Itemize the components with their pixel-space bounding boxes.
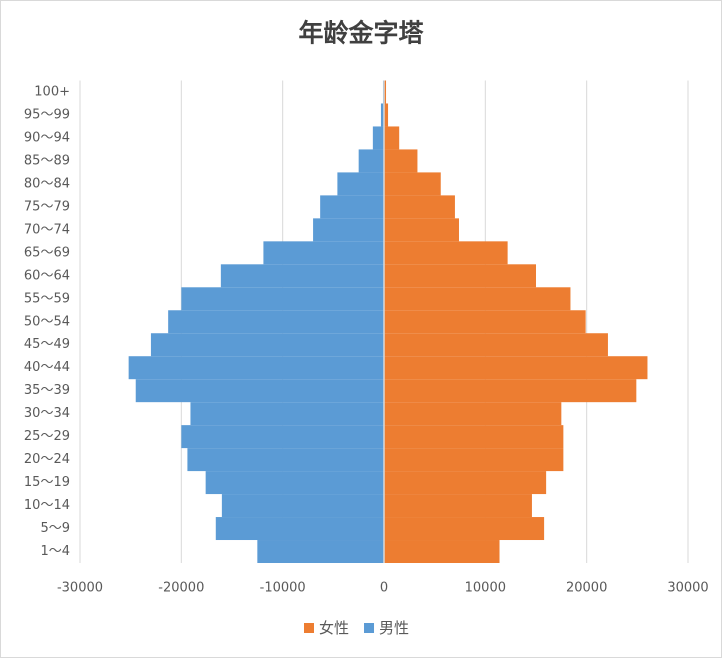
bar — [257, 540, 384, 563]
bar — [384, 310, 586, 334]
bar — [135, 379, 384, 403]
y-tick-label: 20～24 — [24, 452, 70, 467]
x-tick-label: 0 — [380, 581, 388, 596]
bar — [181, 287, 384, 311]
bar — [384, 149, 418, 173]
legend-swatch — [304, 623, 314, 633]
y-tick-label: 70～74 — [24, 222, 70, 237]
x-tick-label: -20000 — [158, 581, 204, 596]
y-tick-label: 95～99 — [24, 107, 70, 122]
bar — [384, 333, 608, 357]
legend-swatch — [364, 623, 375, 633]
bar — [380, 103, 384, 127]
x-tick-label: 10000 — [465, 581, 506, 596]
bar — [384, 172, 441, 196]
y-tick-label: 5～9 — [40, 521, 70, 536]
bar — [181, 425, 384, 449]
y-tick-label: 40～44 — [24, 360, 70, 375]
y-tick-label: 80～84 — [24, 176, 70, 191]
bar — [150, 333, 384, 357]
y-tick-label: 85～89 — [24, 153, 70, 168]
bar — [128, 356, 384, 380]
y-tick-label: 50～54 — [24, 314, 70, 329]
bar — [384, 379, 637, 403]
bar — [384, 471, 547, 495]
bar — [384, 264, 536, 288]
legend-label: 男性 — [379, 619, 409, 637]
chart-title: 年龄金字塔 — [298, 19, 424, 48]
bar — [337, 172, 384, 196]
bar — [215, 517, 384, 541]
bar — [384, 287, 571, 311]
bar — [168, 310, 384, 334]
bar — [220, 264, 384, 288]
y-tick-label: 75～79 — [24, 199, 70, 214]
bar — [384, 425, 564, 449]
bar — [384, 195, 455, 219]
y-tick-label: 65～69 — [24, 245, 70, 260]
legend-label: 女性 — [319, 619, 349, 637]
bar — [313, 218, 384, 242]
bar — [205, 471, 384, 495]
bar — [190, 402, 384, 426]
bar — [384, 517, 545, 541]
y-tick-label: 45～49 — [24, 337, 70, 352]
bar — [384, 494, 532, 518]
x-tick-label: 20000 — [566, 581, 607, 596]
bar — [384, 103, 389, 127]
bar — [372, 126, 384, 150]
bar — [320, 195, 384, 219]
x-tick-label: -10000 — [260, 581, 306, 596]
bar — [384, 540, 500, 563]
y-tick-label: 10～14 — [24, 498, 70, 513]
y-tick-label: 100+ — [34, 84, 70, 99]
x-tick-label: -30000 — [57, 581, 103, 596]
bar — [221, 494, 384, 518]
y-tick-label: 1～4 — [40, 544, 70, 559]
bar — [384, 218, 459, 242]
y-tick-label: 60～64 — [24, 268, 70, 283]
bar — [263, 241, 384, 265]
bar — [384, 402, 562, 426]
y-tick-label: 30～34 — [24, 406, 70, 421]
y-tick-label: 25～29 — [24, 429, 70, 444]
bar — [384, 241, 508, 265]
bar — [384, 80, 387, 104]
bar — [384, 356, 648, 380]
bar — [358, 149, 384, 173]
y-tick-label: 55～59 — [24, 291, 70, 306]
bar — [384, 448, 564, 472]
bar — [187, 448, 384, 472]
y-tick-label: 15～19 — [24, 475, 70, 490]
bar — [384, 126, 400, 150]
y-tick-label: 90～94 — [24, 130, 70, 145]
y-tick-label: 35～39 — [24, 383, 70, 398]
x-tick-label: 30000 — [667, 581, 708, 596]
